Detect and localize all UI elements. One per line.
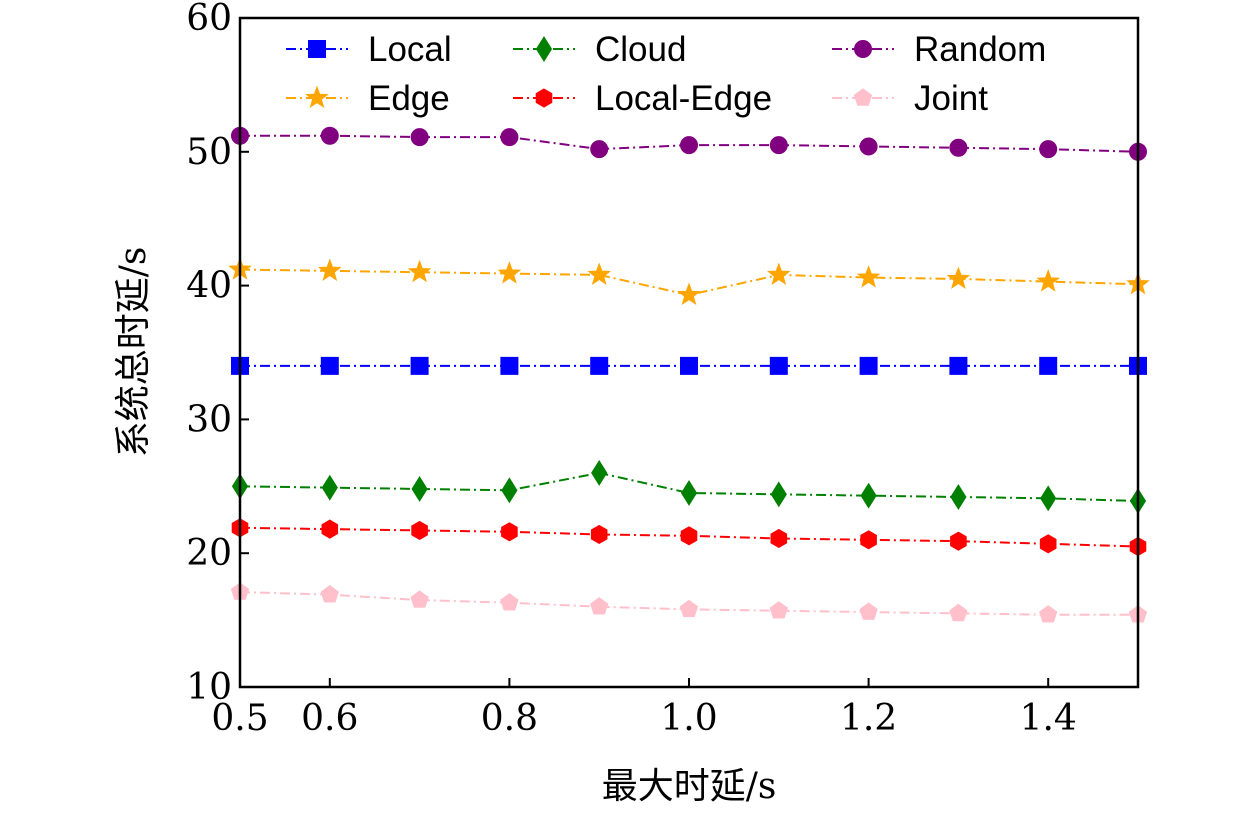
data-point-joint [410, 590, 429, 608]
data-point-random [500, 128, 519, 147]
y-axis-title: 系统总时延/s [113, 247, 154, 458]
data-point-local [769, 356, 788, 375]
legend-item-local: Local [286, 30, 452, 69]
y-tick-label: 50 [186, 132, 232, 173]
data-point-random [590, 140, 609, 159]
data-point-local-edge [680, 526, 698, 546]
data-point-local [859, 356, 878, 375]
data-point-local [320, 356, 339, 375]
data-point-local-edge [411, 520, 428, 541]
series-local [231, 356, 1147, 375]
series-local-edge [231, 518, 1147, 557]
legend-label-random: Random [914, 30, 1046, 69]
legend-marker-local-edge [535, 88, 553, 108]
data-point-cloud [860, 482, 877, 509]
data-point-local [500, 356, 519, 375]
data-point-cloud [680, 480, 698, 506]
data-point-random [680, 136, 698, 155]
legend-item-cloud: Cloud [513, 30, 686, 69]
data-point-local-edge [860, 530, 877, 550]
data-point-local-edge [501, 522, 518, 542]
data-point-edge [497, 261, 522, 284]
legend-marker-edge [305, 85, 329, 109]
legend-item-edge: Edge [286, 79, 450, 118]
x-tick-label: 0.6 [301, 698, 358, 739]
data-point-joint [500, 593, 519, 611]
data-point-joint [949, 603, 968, 622]
data-point-local [1039, 356, 1058, 375]
data-point-random [769, 136, 788, 155]
data-point-random [320, 126, 339, 145]
series-line-cloud [239, 471, 1139, 503]
data-point-joint [679, 599, 699, 618]
data-point-random [859, 137, 878, 156]
data-point-joint [320, 585, 339, 603]
data-point-local-edge [590, 524, 608, 545]
data-point-random [949, 138, 968, 157]
y-tick-label: 10 [186, 667, 232, 708]
data-point-joint [859, 602, 878, 620]
data-point-cloud [591, 459, 608, 486]
data-point-joint [769, 601, 788, 619]
legend-item-local-edge: Local-Edge [513, 79, 772, 118]
data-point-cloud [770, 481, 787, 508]
legend-marker-random [854, 40, 872, 58]
data-point-edge [766, 262, 791, 285]
legend-marker-cloud [535, 36, 553, 62]
legend-marker-local [308, 40, 326, 58]
x-tick-label: 1.0 [660, 698, 717, 739]
x-tick-label: 1.4 [1020, 698, 1077, 739]
plot-area-frame [238, 16, 1140, 689]
data-point-local-edge [321, 519, 339, 539]
legend-label-joint: Joint [914, 79, 988, 118]
data-point-edge [677, 282, 701, 306]
data-point-local [410, 356, 429, 375]
y-tick-label: 40 [186, 266, 232, 307]
data-point-local-edge [950, 531, 967, 551]
x-tick-label: 0.5 [211, 698, 268, 739]
data-point-edge [407, 259, 432, 283]
data-point-cloud [1040, 485, 1057, 512]
legend-label-local-edge: Local-Edge [595, 79, 772, 118]
data-point-edge [587, 262, 612, 285]
axis-ticks: 0.5 0.6 0.8 1.0 1.2 1.4 10 20 30 40 50 60 [186, 0, 1077, 739]
series-line-edge [239, 268, 1139, 296]
data-point-local [680, 356, 698, 375]
data-point-joint [1039, 605, 1058, 623]
data-point-joint [590, 597, 609, 615]
legend-item-joint: Joint [832, 79, 988, 118]
data-point-local [590, 356, 609, 375]
series-random [231, 126, 1147, 161]
legend-label-edge: Edge [368, 79, 450, 118]
data-point-random [410, 128, 429, 147]
data-point-local-edge [770, 528, 788, 549]
series-layer [228, 126, 1150, 623]
data-point-cloud [501, 477, 518, 504]
y-tick-label: 60 [186, 0, 232, 39]
data-point-edge [1036, 269, 1061, 292]
legend-item-random: Random [832, 30, 1046, 69]
series-cloud [231, 459, 1147, 514]
legend-label-local: Local [368, 30, 452, 69]
series-joint [230, 582, 1148, 623]
legend: Local Cloud Random Edge Local-Edge Joint [286, 30, 1046, 118]
data-point-edge [856, 265, 881, 288]
x-tick-label: 0.8 [481, 698, 538, 739]
data-point-cloud [321, 474, 338, 501]
data-point-cloud [411, 476, 428, 502]
x-axis-title: 最大时延/s [602, 766, 777, 807]
data-point-edge [946, 266, 971, 289]
data-point-local [949, 356, 968, 375]
x-tick-label: 1.2 [840, 698, 897, 739]
legend-label-cloud: Cloud [595, 30, 686, 69]
data-point-edge [317, 258, 342, 281]
data-point-random [1039, 140, 1058, 159]
data-point-local-edge [1039, 534, 1057, 554]
data-point-cloud [950, 484, 967, 510]
series-edge [228, 257, 1150, 306]
legend-marker-joint [853, 88, 873, 106]
y-tick-label: 30 [186, 399, 232, 440]
y-tick-label: 20 [186, 533, 232, 574]
